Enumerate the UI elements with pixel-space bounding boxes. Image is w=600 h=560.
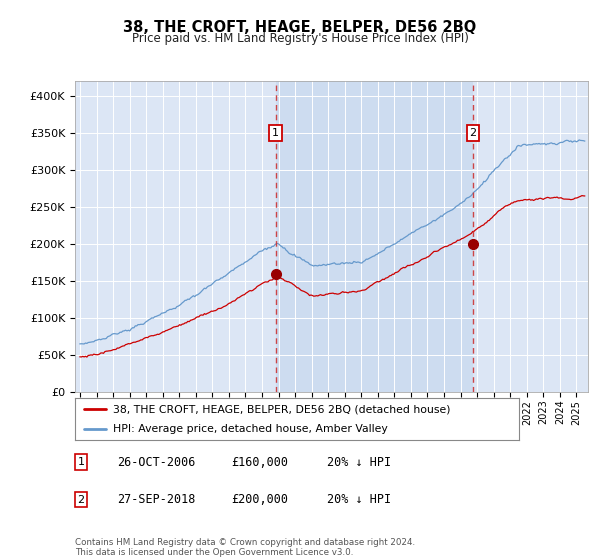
- Text: £160,000: £160,000: [231, 455, 288, 469]
- Text: 20% ↓ HPI: 20% ↓ HPI: [327, 455, 391, 469]
- Text: 2: 2: [77, 494, 85, 505]
- Text: Contains HM Land Registry data © Crown copyright and database right 2024.
This d: Contains HM Land Registry data © Crown c…: [75, 538, 415, 557]
- Text: 27-SEP-2018: 27-SEP-2018: [117, 493, 196, 506]
- Text: 20% ↓ HPI: 20% ↓ HPI: [327, 493, 391, 506]
- Text: 26-OCT-2006: 26-OCT-2006: [117, 455, 196, 469]
- Text: 1: 1: [77, 457, 85, 467]
- Text: 38, THE CROFT, HEAGE, BELPER, DE56 2BQ: 38, THE CROFT, HEAGE, BELPER, DE56 2BQ: [124, 20, 476, 35]
- Text: Price paid vs. HM Land Registry's House Price Index (HPI): Price paid vs. HM Land Registry's House …: [131, 32, 469, 45]
- Bar: [275, 81, 473, 392]
- Text: HPI: Average price, detached house, Amber Valley: HPI: Average price, detached house, Ambe…: [113, 424, 388, 434]
- Text: £200,000: £200,000: [231, 493, 288, 506]
- Text: 1: 1: [272, 128, 279, 138]
- Text: 2: 2: [469, 128, 476, 138]
- Text: 38, THE CROFT, HEAGE, BELPER, DE56 2BQ (detached house): 38, THE CROFT, HEAGE, BELPER, DE56 2BQ (…: [113, 404, 450, 414]
